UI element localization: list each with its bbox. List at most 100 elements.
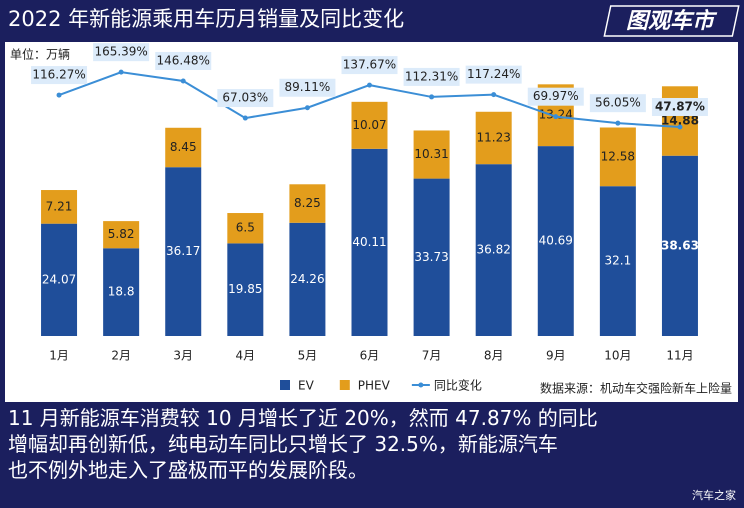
logo-text: 图观车市 [626,8,718,34]
bar-segment [661,86,698,156]
bar-segment [289,222,326,336]
line-label: 165.39% [94,45,147,59]
data-label: 14.88 [661,114,699,128]
bar-segment [103,221,140,249]
bar-segment [103,248,140,336]
data-label: 12.58 [601,149,635,163]
line-label: 67.03% [222,91,268,105]
line-label: 117.24% [467,67,520,81]
bar-segment [289,184,326,223]
data-label: 40.11 [352,235,386,249]
line-point [367,82,372,88]
label-box [589,94,646,113]
label-box [527,87,584,106]
x-tick-label: 9月 [546,349,566,363]
bar-segment [165,127,202,168]
label-box [651,97,708,116]
watermark: 汽车之家 [692,489,736,502]
x-tick-label: 5月 [298,349,318,363]
label-box [31,66,88,85]
line-label: 69.97% [533,89,579,103]
x-tick-label: 11月 [666,349,693,363]
line-point [677,124,683,130]
data-label: 18.8 [108,285,135,299]
line-point [118,69,124,75]
bar-segment [475,111,512,165]
bar-segment [165,167,202,336]
bar-segment [227,243,264,336]
label-box [341,56,398,75]
x-tick-label: 3月 [173,349,193,363]
data-label: 8.25 [294,196,321,210]
bar-segment [413,130,450,179]
line-label: 56.05% [595,96,641,110]
bar-segment [661,155,698,336]
data-label: 6.5 [236,221,255,235]
label-box [465,65,522,84]
chart-title: 2022 年新能源乘用车历月销量及同比变化 [8,7,404,31]
data-label: 11.23 [477,130,511,144]
bar-segment [475,164,512,336]
caption-line: 11 月新能源车消费较 10 月增长了近 20%，然而 47.87% 的同比 [8,406,598,430]
label-box [217,89,274,108]
bar-segment [537,146,574,336]
x-tick-label: 7月 [422,349,442,363]
line-label: 89.11% [285,80,331,94]
unit-label: 单位：万辆 [10,47,70,62]
data-label: 10.07 [352,118,386,132]
data-label: 32.1 [605,254,632,268]
caption-line: 增幅却再创新低，纯电动车同比只增长了 32.5%，新能源汽车 [8,432,558,456]
data-label: 36.82 [477,243,511,257]
legend-label: EV [298,379,315,393]
label-box [403,67,460,86]
x-tick-label: 4月 [235,349,255,363]
data-label: 5.82 [108,227,135,241]
label-box [93,43,150,62]
data-label: 7.21 [46,199,73,213]
line-label: 116.27% [32,68,85,82]
bar-segment [351,101,388,149]
line-point [242,115,248,121]
data-label: 24.26 [290,272,324,286]
data-label: 38.63 [661,238,699,252]
caption-line: 也不例外地走入了盛极而平的发展阶段。 [8,458,368,482]
x-tick-label: 6月 [360,349,380,363]
legend-swatch [418,382,424,388]
data-label: 24.07 [42,272,76,286]
line-label: 47.87% [655,99,705,113]
label-box [155,51,212,70]
data-label: 33.73 [414,250,448,264]
data-label: 19.85 [228,282,262,296]
bar-segment [599,127,636,187]
line-label: 112.31% [405,69,458,83]
label-box [279,78,336,97]
legend-swatch [339,380,350,390]
x-tick-label: 2月 [111,349,131,363]
x-tick-label: 10月 [604,349,631,363]
line-point [615,120,621,126]
data-label: 36.17 [166,244,200,258]
bar-segment [599,186,636,336]
source: 数据来源：机动车交强险新车上险量 [540,381,732,396]
data-label: 8.45 [170,140,197,154]
line-label: 137.67% [343,58,396,72]
x-tick-label: 1月 [49,349,69,363]
line-label: 146.48% [157,53,210,67]
chart: 2022 年新能源乘用车历月销量及同比变化 图观车市 单位：万辆 数据来源：机动… [5,5,740,402]
data-label: 40.69 [539,234,573,248]
line-point [553,114,559,120]
bar-segment [41,223,78,336]
bar-segment [413,178,450,336]
line-point [56,92,62,98]
line-point [180,78,186,84]
x-tick-label: 8月 [484,349,504,363]
bar-segment [41,190,78,224]
line-point [304,105,310,111]
data-label: 10.31 [414,147,448,161]
line-point [491,92,497,98]
line-point [429,94,435,100]
legend-label: 同比变化 [434,378,482,393]
logo: 图观车市 [603,5,740,37]
bar-segment [227,213,264,244]
